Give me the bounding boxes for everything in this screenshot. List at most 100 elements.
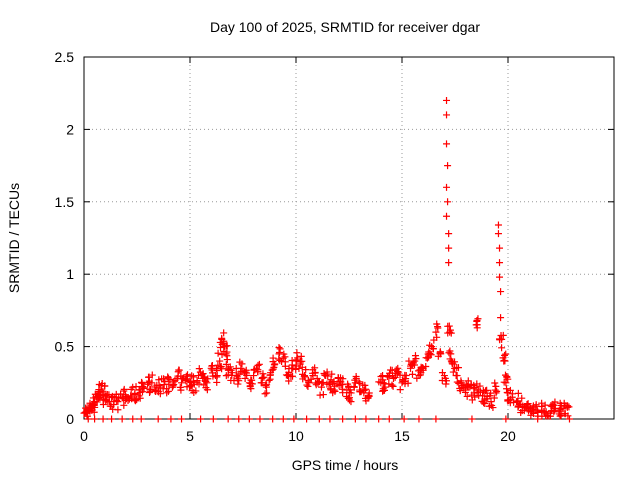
data-point	[114, 406, 122, 414]
data-point	[129, 415, 137, 423]
data-point	[326, 385, 334, 393]
data-point	[565, 415, 573, 423]
x-tick-label: 15	[394, 428, 410, 444]
data-point	[499, 354, 507, 362]
data-point	[452, 372, 460, 380]
data-point	[550, 401, 558, 409]
data-point	[464, 377, 472, 385]
data-point	[235, 415, 243, 423]
x-tick-label: 20	[500, 428, 516, 444]
data-point	[516, 400, 524, 408]
data-point	[427, 351, 435, 359]
data-points	[80, 96, 573, 423]
data-point	[352, 372, 360, 380]
data-point	[375, 378, 383, 386]
data-point	[108, 415, 116, 423]
data-point	[311, 369, 319, 377]
data-point	[447, 329, 455, 337]
data-point	[101, 382, 109, 390]
data-point	[265, 376, 273, 384]
data-point	[502, 379, 510, 387]
data-point	[303, 415, 311, 423]
data-point	[385, 415, 393, 423]
data-point	[254, 368, 262, 376]
data-point	[289, 372, 297, 380]
data-point	[497, 332, 505, 340]
plot-frame	[83, 56, 615, 420]
data-point	[426, 350, 434, 358]
data-point	[493, 387, 501, 395]
data-point	[445, 244, 453, 252]
data-point	[482, 387, 490, 395]
y-tick-label: 1	[66, 266, 74, 282]
data-point	[362, 397, 370, 405]
data-point	[227, 366, 235, 374]
data-point	[137, 415, 145, 423]
data-point	[99, 387, 107, 395]
data-point	[331, 387, 339, 395]
data-point	[338, 385, 346, 393]
data-point	[409, 359, 417, 367]
data-point	[445, 230, 453, 238]
y-tick-label: 2	[66, 121, 74, 137]
data-point	[324, 372, 332, 380]
data-point	[163, 389, 171, 397]
data-point	[256, 415, 264, 423]
data-point	[292, 365, 300, 373]
data-point	[155, 381, 163, 389]
data-point	[295, 364, 303, 372]
data-point	[218, 351, 226, 359]
data-point	[461, 388, 469, 396]
data-point	[445, 349, 453, 357]
data-point	[315, 377, 323, 385]
data-point	[290, 415, 298, 423]
data-point	[222, 360, 230, 368]
data-point	[489, 404, 497, 412]
data-point	[524, 400, 532, 408]
data-point	[127, 385, 135, 393]
data-point	[226, 363, 234, 371]
data-point	[242, 366, 250, 374]
data-point	[297, 358, 305, 366]
data-point	[492, 389, 500, 397]
data-point	[389, 382, 397, 390]
data-point	[307, 375, 315, 383]
data-point	[90, 399, 98, 407]
data-point	[473, 388, 481, 396]
data-point	[189, 373, 197, 381]
data-point	[276, 345, 284, 353]
data-point	[497, 314, 505, 322]
data-point	[260, 373, 268, 381]
data-point	[468, 396, 476, 404]
data-point	[460, 384, 468, 392]
data-point	[234, 380, 242, 388]
data-point	[136, 394, 144, 402]
data-point	[148, 379, 156, 387]
data-point	[432, 415, 440, 423]
data-point	[443, 96, 451, 104]
data-point	[337, 378, 345, 386]
data-point	[209, 415, 217, 423]
data-point	[464, 383, 472, 391]
data-point	[402, 375, 410, 383]
data-point	[178, 379, 186, 387]
data-point	[131, 396, 139, 404]
data-point	[302, 366, 310, 374]
data-point	[195, 365, 203, 373]
data-point	[131, 397, 139, 405]
data-point	[517, 409, 525, 417]
data-point	[443, 183, 451, 191]
data-point	[380, 386, 388, 394]
x-tick-label: 5	[186, 428, 194, 444]
data-point	[422, 362, 430, 370]
data-point	[266, 371, 274, 379]
x-axis-label: GPS time / hours	[292, 457, 399, 473]
data-point	[503, 385, 511, 393]
data-point	[494, 221, 502, 229]
data-point	[437, 350, 445, 358]
data-point	[473, 317, 481, 325]
y-tick-label: 0	[66, 411, 74, 427]
data-point	[497, 288, 505, 296]
y-tick-label: 1.5	[55, 194, 75, 210]
